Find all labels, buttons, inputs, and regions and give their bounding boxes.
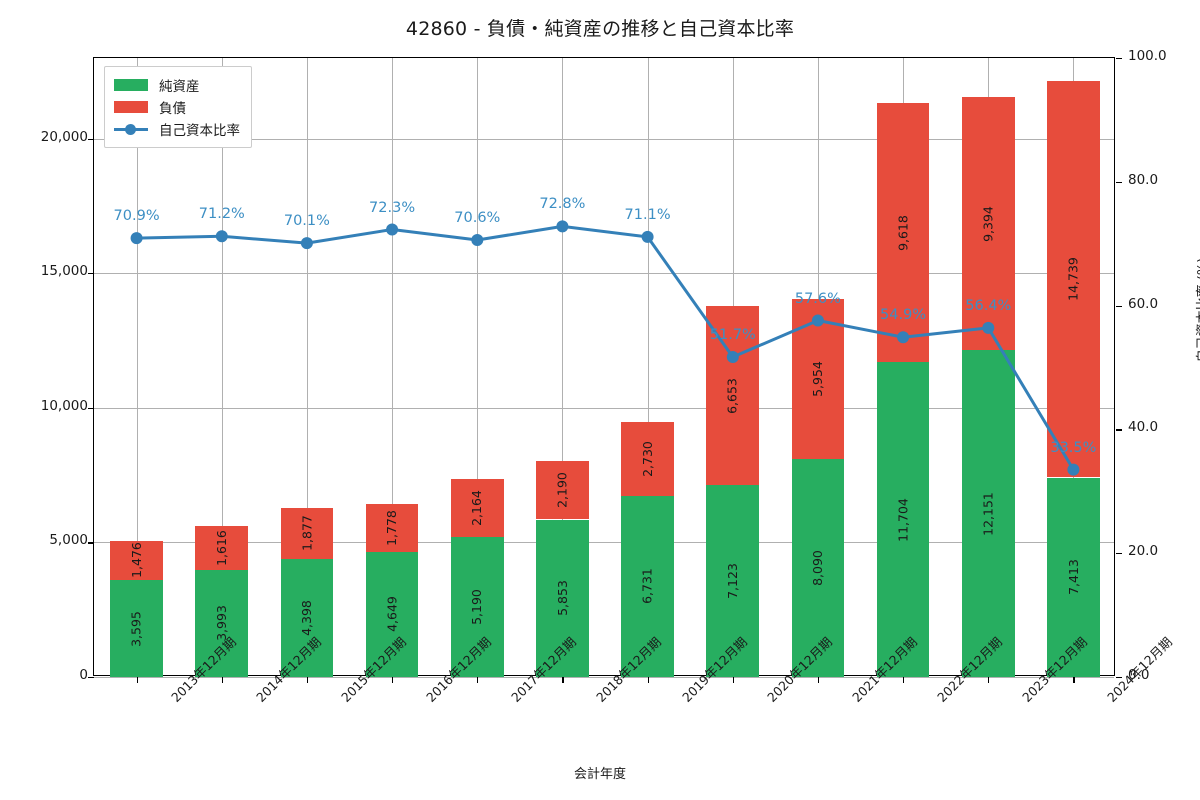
ratio-value-label: 56.4% — [965, 297, 1012, 314]
ratio-line — [135, 224, 1075, 472]
legend-swatch-icon — [114, 101, 148, 113]
bar-segment — [621, 495, 674, 677]
x-axis-tick — [903, 677, 905, 683]
y-axis-right-tick-label: 80.0 — [1128, 171, 1159, 188]
gridline-horizontal — [94, 138, 1114, 140]
ratio-value-label: 71.2% — [198, 206, 245, 223]
bar-value-label: 2,190 — [554, 472, 570, 508]
bar-segment — [110, 580, 163, 677]
y-axis-right-tick — [1116, 677, 1122, 679]
y-axis-right-tick — [1116, 553, 1122, 555]
bar-segment — [110, 540, 163, 581]
y-axis-left-tick-label: 10,000 — [40, 397, 88, 414]
y-axis-right-title: 自己資本比率 (%) — [1196, 257, 1200, 363]
y-axis-right-tick — [1116, 305, 1122, 307]
bar-value-label: 2,730 — [639, 441, 655, 477]
y-axis-left-tick — [88, 407, 94, 410]
x-axis-tick — [1073, 677, 1075, 683]
bar-value-label: 2,164 — [469, 490, 485, 527]
x-axis-tick — [988, 677, 990, 683]
bar-value-label: 1,877 — [298, 515, 314, 552]
x-axis-tick — [477, 677, 479, 683]
ratio-value-label: 72.8% — [539, 196, 586, 213]
x-axis-tick — [562, 677, 564, 683]
y-axis-right-tick-label: 60.0 — [1128, 295, 1159, 312]
legend-swatch-icon — [114, 79, 148, 91]
ratio-value-label: 70.1% — [283, 213, 330, 230]
x-axis-tick — [392, 677, 394, 683]
y-axis-left-tick-label: 5,000 — [49, 532, 88, 549]
bar-segment — [791, 459, 845, 677]
bar-segment — [536, 519, 589, 677]
bar-segment — [365, 551, 419, 677]
chart-legend[interactable]: 純資産負債自己資本比率 — [104, 66, 252, 148]
x-axis-tick — [817, 677, 820, 683]
bar-segment — [1047, 477, 1100, 677]
bar-segment — [280, 508, 334, 559]
ratio-value-label: 72.3% — [369, 199, 416, 216]
gridline-horizontal — [94, 542, 1114, 544]
ratio-value-label: 54.9% — [880, 307, 927, 324]
ratio-value-label: 57.6% — [794, 290, 841, 307]
y-axis-right-tick-label: 20.0 — [1128, 543, 1159, 560]
plot-area: 3,595 1,476 3,993 1,616 4,398 1,877 4,649 1,778… — [88, 57, 1122, 683]
bar-segment — [365, 504, 419, 552]
x-axis-tick — [647, 677, 649, 683]
legend-item-label: 純資産 — [159, 79, 200, 95]
legend-item-0[interactable]: 純資産 — [114, 74, 240, 96]
gridline-horizontal — [94, 677, 1114, 678]
x-axis-tick — [306, 677, 309, 683]
x-axis-title: 会計年度 — [573, 767, 626, 782]
bar-segment — [450, 537, 504, 677]
y-axis-right-tick-label: 100.0 — [1128, 48, 1167, 64]
legend-line-marker-icon — [114, 123, 148, 135]
x-axis-tick — [732, 677, 734, 683]
legend-item-1[interactable]: 負債 — [114, 96, 240, 118]
bar-value-label: 12,151 — [980, 491, 996, 536]
y-axis-left-tick — [88, 677, 94, 679]
bar-value-label: 1,778 — [384, 510, 400, 546]
y-axis-left-tick-label: 20,000 — [40, 128, 88, 145]
ratio-value-label: 71.1% — [624, 206, 671, 223]
bar-segment — [280, 558, 334, 677]
ratio-value-label: 33.5% — [1050, 439, 1097, 456]
y-axis-right-tick-label: 0.0 — [1128, 667, 1150, 683]
bar-segment — [450, 479, 504, 538]
bar-value-label: 11,704 — [895, 497, 911, 542]
y-axis-left-tick — [88, 542, 94, 544]
bar-value-label: 3,595 — [128, 610, 144, 647]
ratio-value-label: 70.9% — [113, 208, 160, 225]
y-axis-left-tick-label: 15,000 — [40, 263, 88, 280]
x-axis-tick — [221, 677, 223, 683]
y-axis-right-tick-label: 40.0 — [1128, 419, 1159, 436]
ratio-value-label: 51.7% — [709, 327, 756, 343]
bar-segment — [195, 526, 249, 570]
bar-value-label: 5,954 — [809, 361, 825, 398]
x-axis-tick — [136, 677, 138, 683]
chart-title: 42860 - 負債・純資産の推移と自己資本比率 — [405, 18, 795, 40]
bar-segment — [195, 569, 249, 677]
y-axis-left-tick-label: 0 — [79, 667, 88, 683]
legend-item-label: 負債 — [159, 101, 186, 117]
bar-segment — [706, 485, 760, 677]
legend-item-2[interactable]: 自己資本比率 — [114, 118, 240, 140]
y-axis-left-tick — [88, 138, 94, 140]
bar-value-label: 1,476 — [128, 542, 144, 579]
y-axis-right-tick — [1116, 58, 1122, 60]
y-axis-right-tick — [1116, 181, 1122, 183]
y-axis-right-tick — [1116, 429, 1122, 431]
y-axis-left-tick — [88, 273, 94, 275]
bar-value-label: 14,739 — [1065, 257, 1081, 302]
legend-item-label: 自己資本比率 — [159, 123, 240, 139]
ratio-value-label: 70.6% — [454, 210, 501, 226]
bar-value-label: 1,616 — [213, 529, 229, 566]
